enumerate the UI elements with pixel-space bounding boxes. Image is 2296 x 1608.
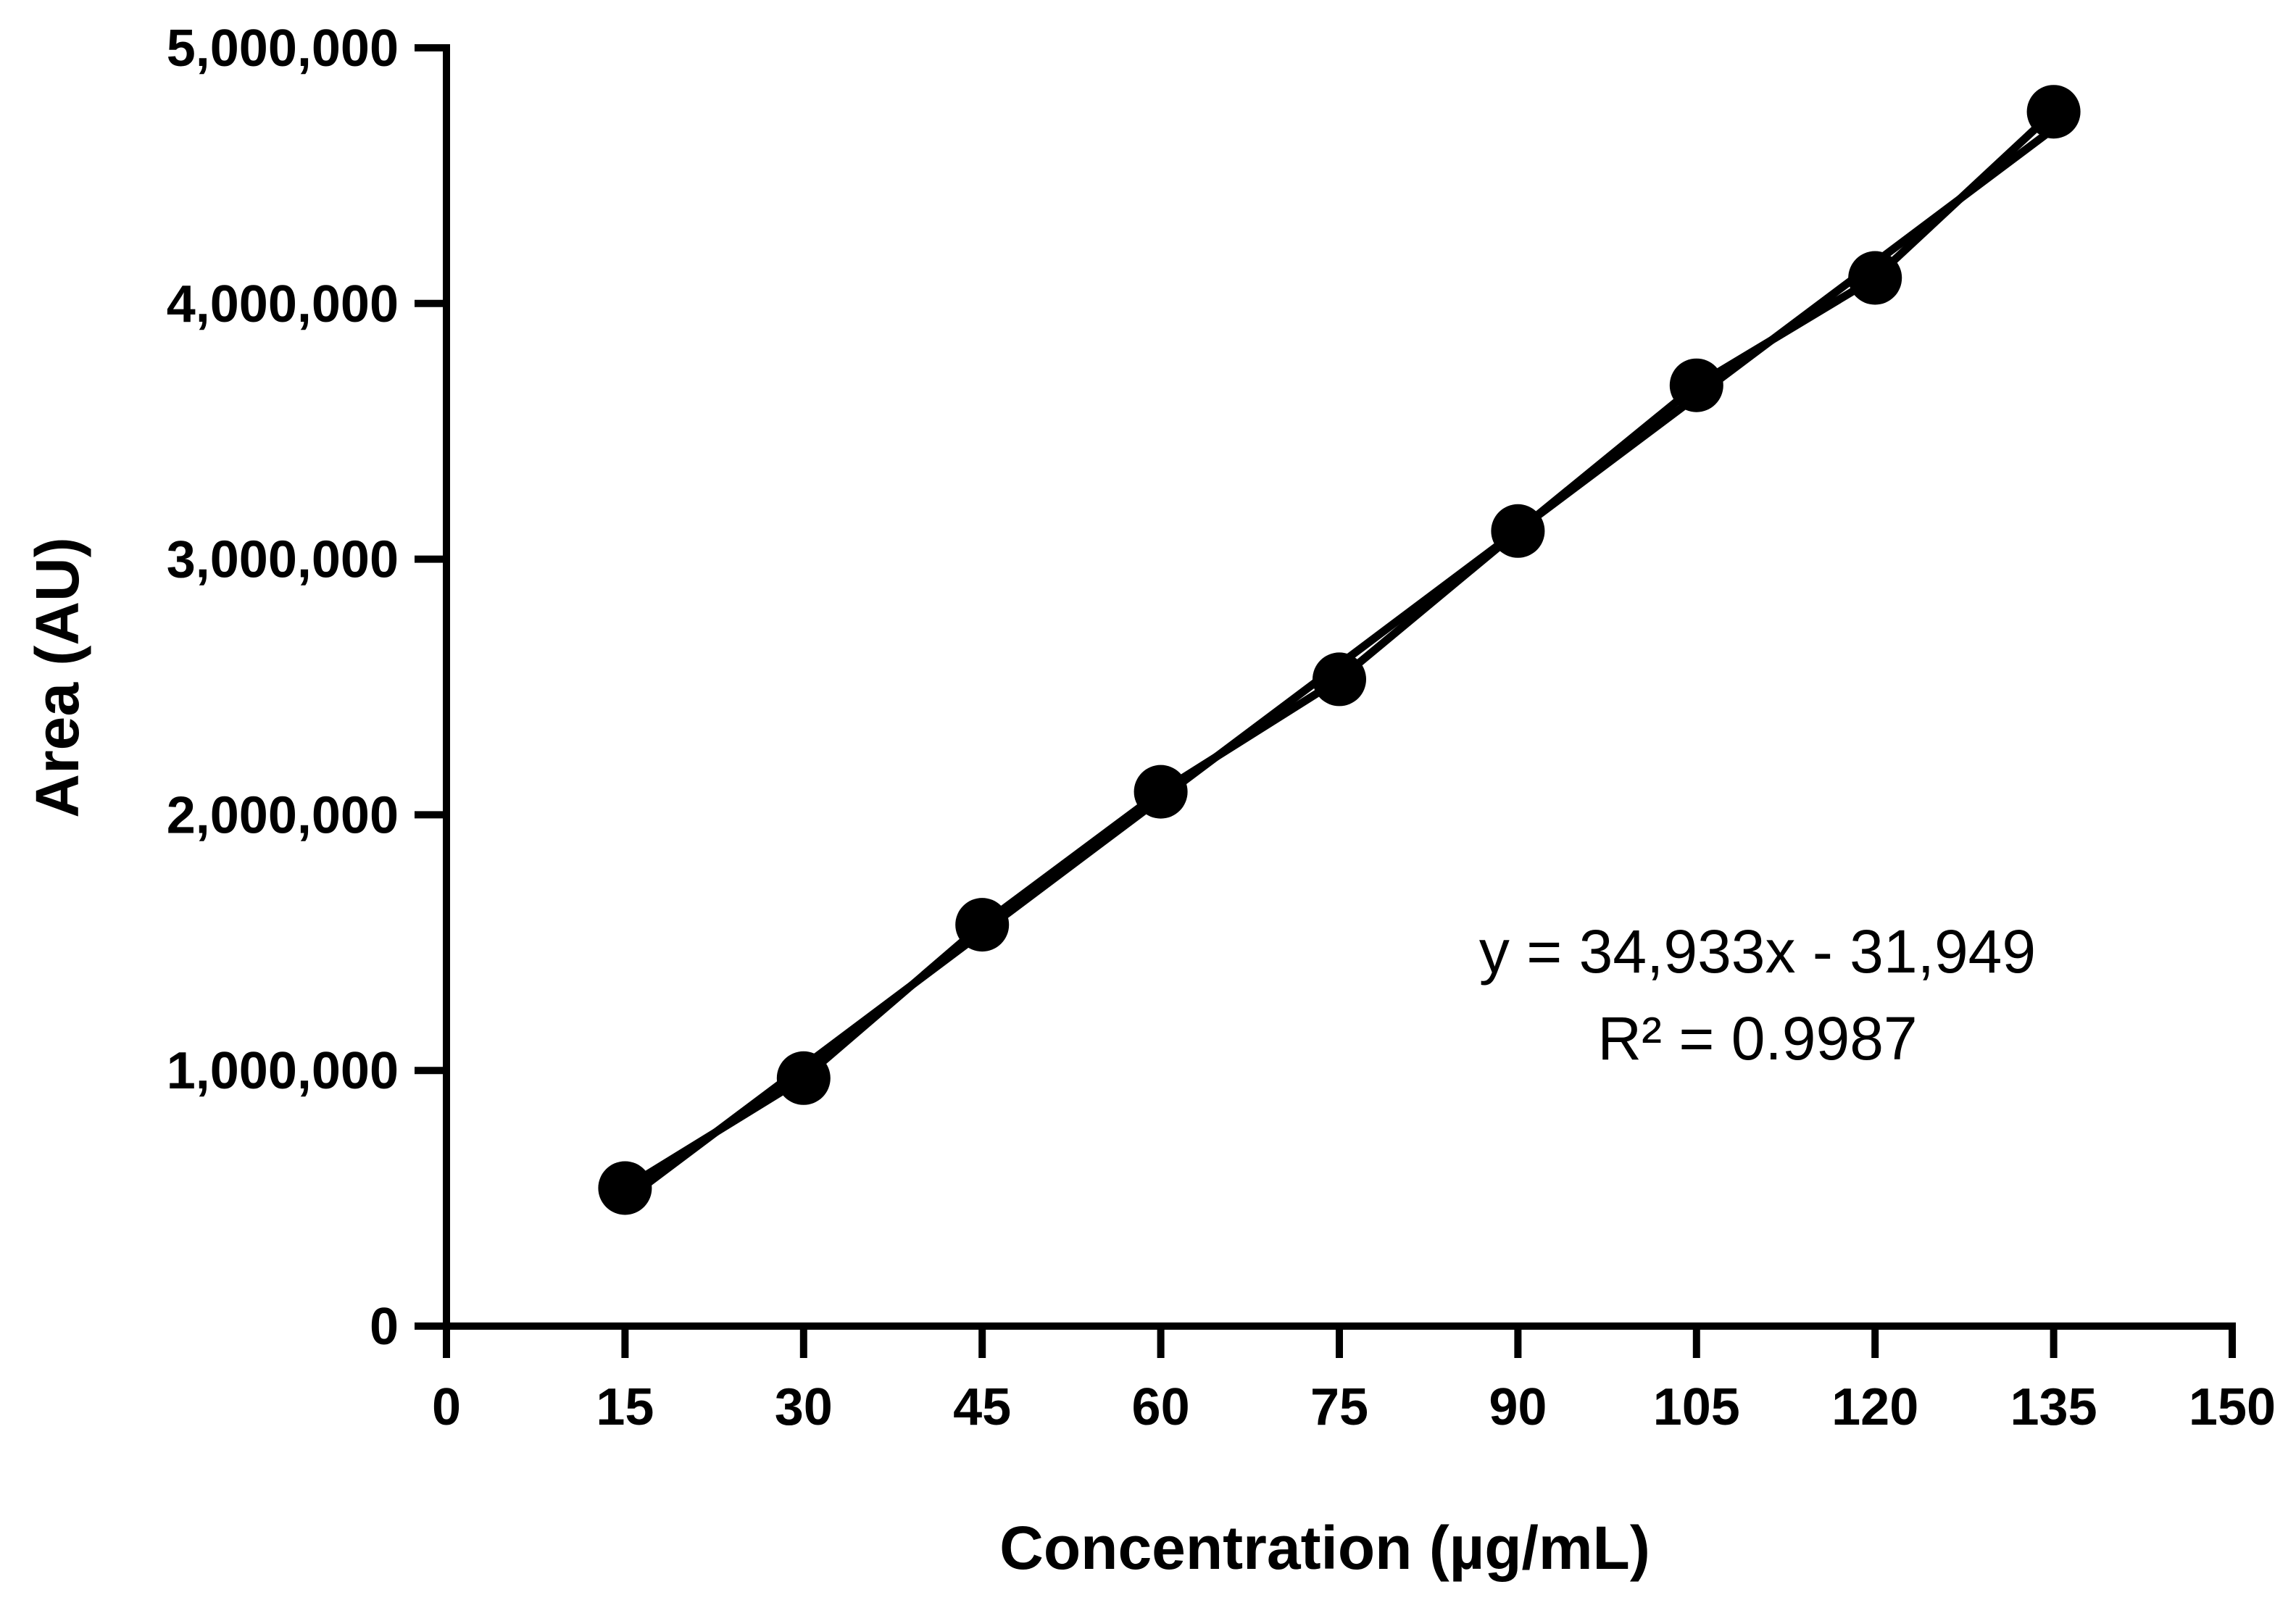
r-squared-label: R² = 0.9987 [1597, 1004, 1917, 1072]
data-point [1313, 652, 1366, 707]
regression-equation: y = 34,933x - 31,949 [1479, 917, 2036, 986]
data-point [955, 898, 1010, 952]
x-axis-title: Concentration (µg/mL) [999, 1514, 1650, 1582]
x-tick-label: 15 [596, 1378, 654, 1436]
y-axis-title: Area (AU) [23, 537, 91, 817]
x-tick-label: 120 [1831, 1378, 1918, 1436]
x-tick-label: 135 [2010, 1378, 2097, 1436]
y-tick-label: 4,000,000 [167, 275, 399, 333]
data-point [1669, 358, 1723, 412]
y-tick-label: 0 [370, 1298, 399, 1356]
y-tick-label: 5,000,000 [167, 20, 399, 78]
y-tick-label: 2,000,000 [167, 786, 399, 844]
data-point [2026, 85, 2081, 139]
data-point [598, 1161, 652, 1215]
data-point [1848, 251, 1902, 305]
y-tick-label: 1,000,000 [167, 1042, 399, 1100]
data-points [598, 85, 2081, 1215]
x-tick-label: 105 [1653, 1378, 1740, 1436]
x-tick-label: 0 [432, 1378, 461, 1436]
x-tick-label: 150 [2189, 1378, 2276, 1436]
y-tick-label: 3,000,000 [167, 531, 399, 589]
x-tick-label: 75 [1310, 1378, 1368, 1436]
x-tick-label: 60 [1132, 1378, 1190, 1436]
x-axis-ticks: 0 15 30 45 60 75 90 105 120 135 150 [432, 1326, 2276, 1436]
y-axis-ticks: 0 1,000,000 2,000,000 3,000,000 4,000,000 5,0… [167, 20, 446, 1356]
data-point [1134, 765, 1188, 819]
data-point [776, 1051, 831, 1105]
data-point [1491, 504, 1545, 558]
x-tick-label: 90 [1489, 1378, 1547, 1436]
x-tick-label: 45 [953, 1378, 1011, 1436]
x-tick-label: 30 [775, 1378, 833, 1436]
